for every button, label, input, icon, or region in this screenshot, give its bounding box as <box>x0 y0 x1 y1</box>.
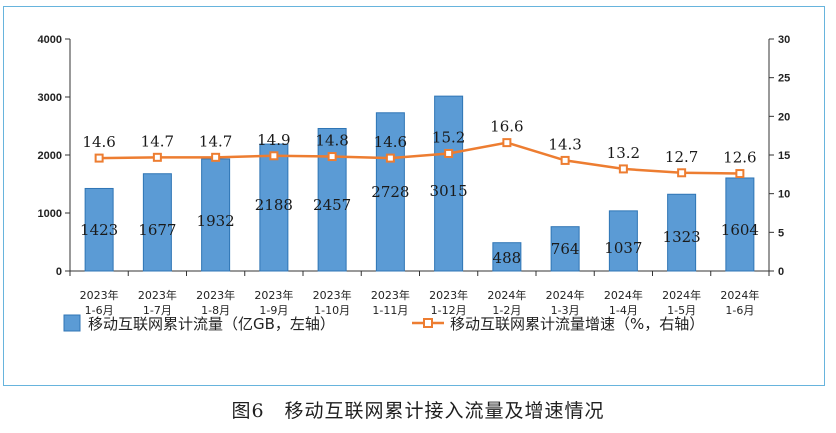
growth-value-label: 12.6 <box>723 149 756 167</box>
growth-point <box>735 169 745 179</box>
x-axis-label-year: 2024年 <box>604 288 643 302</box>
growth-point <box>94 153 104 163</box>
x-axis-label-year: 2023年 <box>371 288 410 302</box>
growth-value-label: 14.6 <box>374 133 407 151</box>
x-axis-label-period: 1-12月 <box>431 304 467 317</box>
bar-value-label: 1423 <box>80 221 118 239</box>
bar-value-label: 1677 <box>138 221 176 239</box>
x-axis-label-year: 2023年 <box>138 288 177 302</box>
x-axis-label-year: 2024年 <box>546 288 585 302</box>
x-axis-label-period: 1-2月 <box>492 304 521 317</box>
growth-value-label: 14.6 <box>82 133 115 151</box>
bar-value-label: 2728 <box>371 183 409 201</box>
bar <box>201 158 231 272</box>
x-axis-label-year: 2023年 <box>429 288 468 302</box>
growth-line <box>99 141 740 175</box>
combo-chart: 0 1000 2000 3000 4000 0 5 10 15 20 25 30 2023年 1-6月 20… <box>38 34 791 333</box>
growth-value-label: 12.7 <box>665 148 698 166</box>
x-axis-label-year: 2024年 <box>487 288 526 302</box>
bar <box>667 193 697 272</box>
bar-value-label: 2188 <box>255 196 293 214</box>
right-axis-tick-label: 10 <box>778 189 790 201</box>
left-axis-tick-label: 0 <box>56 266 62 278</box>
growth-value-label: 14.8 <box>315 132 348 150</box>
x-axis-label-period: 1-10月 <box>314 304 350 317</box>
x-axis-label-year: 2024年 <box>720 288 759 302</box>
x-axis-label-period: 1-5月 <box>667 304 696 317</box>
legend-line-marker <box>423 318 433 328</box>
growth-point <box>269 151 279 161</box>
left-axis-tick-label: 4000 <box>38 34 62 46</box>
x-axis-label-period: 1-6月 <box>85 304 114 317</box>
x-axis-label-year: 2023年 <box>196 288 235 302</box>
bar-value-label: 2457 <box>313 196 351 214</box>
growth-point <box>677 168 687 178</box>
bar <box>725 177 755 272</box>
left-axis-tick-label: 2000 <box>38 150 62 162</box>
bar <box>492 242 522 272</box>
x-axis-label-year: 2024年 <box>662 288 701 302</box>
growth-value-label: 14.3 <box>548 135 581 153</box>
bar-value-label: 764 <box>551 240 580 258</box>
growth-value-label: 14.7 <box>141 132 174 150</box>
x-axis-label-period: 1-11月 <box>372 304 408 317</box>
growth-value-label: 15.2 <box>432 128 465 146</box>
x-axis-label-period: 1-7月 <box>143 304 172 317</box>
legend-line-label: 移动互联网累计流量增速（%，右轴） <box>450 315 704 333</box>
growth-value-label: 13.2 <box>607 144 640 162</box>
bar-value-label: 1323 <box>663 228 701 246</box>
x-axis-label-period: 1-4月 <box>609 304 638 317</box>
x-axis-label-year: 2023年 <box>254 288 293 302</box>
growth-point <box>327 152 337 162</box>
growth-value-label: 14.9 <box>257 131 290 149</box>
bar <box>550 226 580 272</box>
bar <box>84 187 114 272</box>
legend-bar-label: 移动互联网累计流量（亿GB，左轴） <box>88 315 335 333</box>
bar-value-label: 488 <box>493 249 522 267</box>
right-axis-tick-label: 0 <box>778 266 784 278</box>
bar-value-label: 1604 <box>721 221 759 239</box>
bar <box>375 112 405 272</box>
x-axis-label-year: 2023年 <box>313 288 352 302</box>
growth-value-label: 16.6 <box>490 118 523 136</box>
bar <box>434 95 464 272</box>
bar <box>259 143 289 272</box>
legend-bar-swatch <box>63 314 81 332</box>
chart-frame: 0 1000 2000 3000 4000 0 5 10 15 20 25 30 2023年 1-6月 20… <box>3 6 825 386</box>
right-axis-tick-label: 20 <box>778 111 790 123</box>
x-axis-label-period: 1-3月 <box>551 304 580 317</box>
bar <box>142 173 172 272</box>
right-axis-tick-label: 25 <box>778 73 790 85</box>
growth-point <box>502 138 512 148</box>
x-axis-label-period: 1-6月 <box>725 304 754 317</box>
right-axis-tick-label: 15 <box>778 150 790 162</box>
right-axis-tick-label: 30 <box>778 34 790 46</box>
growth-point <box>211 152 221 162</box>
figure-caption: 图6 移动互联网累计接入流量及增速情况 <box>231 400 605 422</box>
left-axis-tick-label: 1000 <box>38 208 62 220</box>
bar <box>608 210 638 272</box>
growth-value-label: 14.7 <box>199 132 232 150</box>
bar-value-label: 1932 <box>197 212 235 230</box>
bar-value-label: 1037 <box>604 239 642 257</box>
x-axis-label-year: 2023年 <box>80 288 119 302</box>
x-axis-label-period: 1-9月 <box>259 304 288 317</box>
growth-point <box>385 153 395 163</box>
left-axis-tick-label: 3000 <box>38 92 62 104</box>
x-axis-label-period: 1-8月 <box>201 304 230 317</box>
bar-value-label: 3015 <box>430 182 468 200</box>
growth-point <box>444 148 454 158</box>
growth-point <box>618 164 628 174</box>
right-axis-tick-label: 5 <box>778 227 784 239</box>
growth-point <box>560 155 570 165</box>
growth-point <box>152 152 162 162</box>
